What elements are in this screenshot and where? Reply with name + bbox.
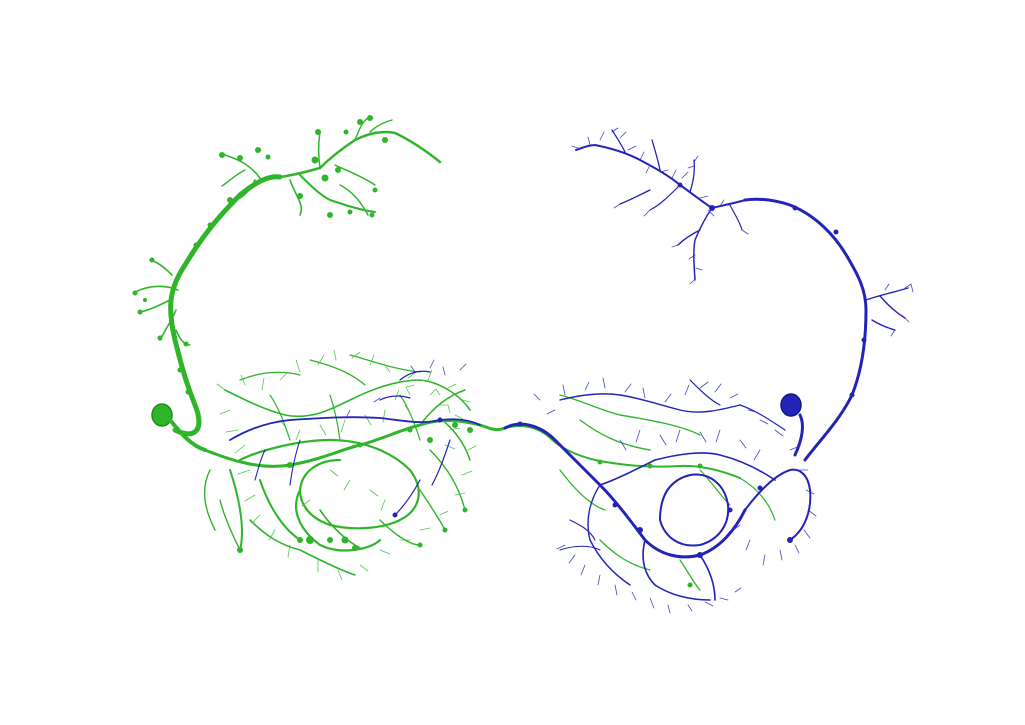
blue-fine-branches bbox=[345, 127, 914, 614]
green-varicosities bbox=[177, 197, 703, 588]
green-soma bbox=[151, 403, 173, 427]
green-fine-branches bbox=[216, 349, 477, 581]
green-neuron bbox=[132, 115, 776, 591]
blue-soma bbox=[780, 393, 802, 417]
blue-varicosities bbox=[392, 182, 867, 558]
